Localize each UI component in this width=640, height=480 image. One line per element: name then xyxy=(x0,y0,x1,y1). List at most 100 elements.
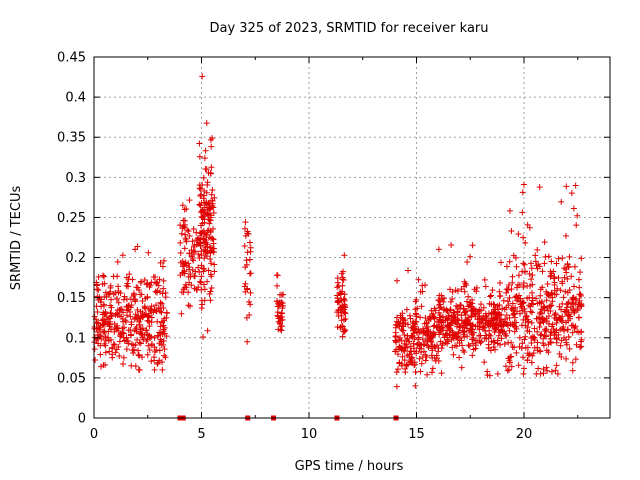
data-point xyxy=(412,382,419,389)
data-point xyxy=(458,337,465,344)
data-point xyxy=(203,253,210,260)
data-point xyxy=(160,277,167,284)
data-point xyxy=(445,312,452,319)
data-point xyxy=(475,310,482,317)
data-point xyxy=(515,272,522,279)
data-point xyxy=(556,350,563,357)
data-point xyxy=(444,340,451,347)
data-point xyxy=(496,302,503,309)
y-tick-label: 0.25 xyxy=(57,211,86,226)
data-point xyxy=(107,318,114,325)
data-point xyxy=(202,147,209,154)
data-point xyxy=(576,284,583,291)
data-point xyxy=(435,358,442,365)
data-point xyxy=(111,341,118,348)
data-point xyxy=(424,342,431,349)
data-point xyxy=(526,351,533,358)
data-point xyxy=(244,338,251,345)
data-point xyxy=(545,313,552,320)
data-point xyxy=(128,321,135,328)
data-point xyxy=(476,332,483,339)
data-point xyxy=(553,362,560,369)
data-point xyxy=(546,292,553,299)
data-point xyxy=(508,286,515,293)
data-point xyxy=(201,230,208,237)
data-point xyxy=(503,312,510,319)
data-point xyxy=(487,293,494,300)
data-point xyxy=(458,286,465,293)
data-point xyxy=(520,299,527,306)
data-point xyxy=(99,317,106,324)
data-point xyxy=(204,179,211,186)
y-tick-label: 0.2 xyxy=(65,251,86,266)
data-point xyxy=(198,262,205,269)
data-point xyxy=(159,366,166,373)
data-point xyxy=(525,318,532,325)
data-point xyxy=(191,242,198,249)
y-tick-label: 0 xyxy=(78,412,86,427)
data-point xyxy=(246,256,253,263)
data-point xyxy=(461,278,468,285)
data-point xyxy=(431,322,438,329)
data-point xyxy=(188,247,195,254)
data-point xyxy=(444,307,451,314)
data-point xyxy=(511,319,518,326)
data-point xyxy=(443,306,450,313)
data-point xyxy=(495,326,502,333)
data-point xyxy=(177,222,184,229)
data-point xyxy=(534,339,541,346)
data-point xyxy=(121,337,128,344)
data-point xyxy=(206,212,213,219)
data-point xyxy=(99,281,106,288)
data-point xyxy=(504,319,511,326)
data-point xyxy=(491,315,498,322)
data-point xyxy=(341,291,348,298)
data-point xyxy=(95,286,102,293)
data-point xyxy=(447,286,454,293)
data-point xyxy=(526,328,533,335)
data-point xyxy=(335,283,342,290)
data-point xyxy=(486,372,493,379)
data-point xyxy=(465,342,472,349)
data-point xyxy=(341,328,348,335)
data-point xyxy=(453,323,460,330)
data-point xyxy=(274,272,281,279)
data-point xyxy=(157,259,164,266)
data-point xyxy=(469,336,476,343)
data-point xyxy=(177,249,184,256)
data-point xyxy=(116,352,123,359)
data-point xyxy=(127,332,134,339)
data-point xyxy=(273,298,280,305)
data-point xyxy=(197,191,204,198)
data-point xyxy=(179,202,186,209)
data-point xyxy=(562,288,569,295)
data-point xyxy=(435,297,442,304)
data-point xyxy=(571,263,578,270)
data-point xyxy=(516,281,523,288)
data-point xyxy=(510,312,517,319)
data-point xyxy=(443,330,450,337)
data-point xyxy=(524,357,531,364)
data-point xyxy=(200,248,207,255)
data-point xyxy=(564,289,571,296)
data-point xyxy=(520,370,527,377)
data-point xyxy=(115,299,122,306)
data-point xyxy=(494,306,501,313)
x-tick-label: 20 xyxy=(516,427,533,442)
data-point xyxy=(127,326,134,333)
data-point xyxy=(502,316,509,323)
data-point xyxy=(201,286,208,293)
data-point xyxy=(553,316,560,323)
data-point xyxy=(464,333,471,340)
data-point xyxy=(101,329,108,336)
data-point xyxy=(436,331,443,338)
data-point xyxy=(92,356,99,363)
data-point xyxy=(551,312,558,319)
data-point xyxy=(525,302,532,309)
data-points xyxy=(91,73,585,390)
data-point xyxy=(492,346,499,353)
data-point xyxy=(132,363,139,370)
data-point xyxy=(481,359,488,366)
data-point xyxy=(247,248,254,255)
data-point xyxy=(199,208,206,215)
